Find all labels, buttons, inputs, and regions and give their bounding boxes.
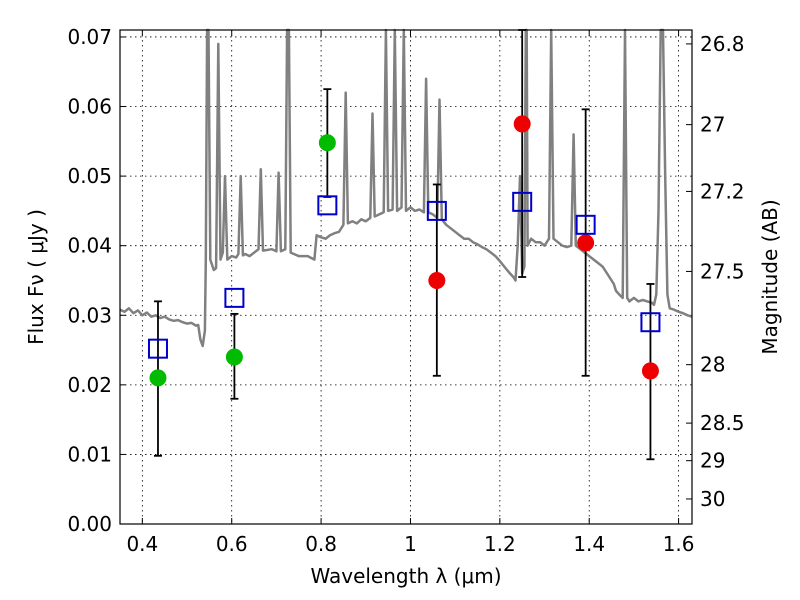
model-square bbox=[640, 312, 661, 333]
spectrum-layer bbox=[119, 28, 693, 348]
model-square bbox=[426, 200, 447, 221]
axis-ticks bbox=[120, 30, 692, 525]
y-tick-label: 0.07 bbox=[67, 25, 112, 49]
plot-frame bbox=[119, 29, 693, 525]
y-tick-label: 0.00 bbox=[67, 512, 112, 536]
observed-point bbox=[641, 362, 659, 380]
data-points bbox=[147, 115, 661, 387]
y-tick-label: 0.05 bbox=[67, 164, 112, 188]
y-axis-title: Flux Fν ( μJy ) bbox=[24, 209, 48, 345]
model-square bbox=[512, 191, 533, 212]
y-tick-label: 0.06 bbox=[67, 95, 112, 119]
model-square bbox=[224, 287, 245, 308]
right-tick-label: 27.5 bbox=[700, 259, 745, 283]
right-tick-label: 26.8 bbox=[700, 32, 745, 56]
observed-point bbox=[149, 369, 167, 387]
observed-point bbox=[225, 348, 243, 366]
right-tick-label: 28 bbox=[700, 353, 725, 377]
x-tick-label: 0.8 bbox=[305, 532, 337, 556]
right-tick-label: 27 bbox=[700, 113, 725, 137]
x-tick-label: 1 bbox=[404, 532, 417, 556]
x-tick-labels: 0.4 0.6 0.8 1 1.2 1.4 1.6 bbox=[126, 532, 694, 556]
y-tick-label: 0.04 bbox=[67, 234, 112, 258]
right-tick-label: 27.2 bbox=[700, 179, 745, 203]
right-tick-label: 30 bbox=[700, 487, 725, 511]
x-tick-label: 1.2 bbox=[484, 532, 516, 556]
model-square bbox=[575, 214, 596, 235]
y-tick-label: 0.02 bbox=[67, 373, 112, 397]
right-tick-label: 28.5 bbox=[700, 411, 745, 435]
right-tick-labels: 26.8 27 27.2 27.5 28 28.5 29 30 bbox=[700, 32, 745, 511]
observed-point bbox=[428, 271, 446, 289]
model-square bbox=[317, 195, 338, 216]
right-tick-label: 29 bbox=[700, 449, 725, 473]
x-tick-label: 1.4 bbox=[573, 532, 605, 556]
observed-point bbox=[513, 115, 531, 133]
observed-point bbox=[318, 134, 336, 152]
observed-point bbox=[577, 234, 595, 252]
y-tick-label: 0.01 bbox=[67, 442, 112, 466]
right-axis-title: Magnitude (AB) bbox=[758, 199, 782, 354]
x-tick-label: 1.6 bbox=[663, 532, 695, 556]
x-axis-title: Wavelength λ (μm) bbox=[310, 564, 501, 588]
x-tick-label: 0.4 bbox=[126, 532, 158, 556]
x-tick-label: 0.6 bbox=[216, 532, 248, 556]
y-tick-labels: 0.00 0.01 0.02 0.03 0.04 0.05 0.06 0.07 bbox=[67, 25, 112, 536]
spectrum-line bbox=[119, 28, 693, 348]
model-square bbox=[147, 338, 168, 359]
y-tick-label: 0.03 bbox=[67, 303, 112, 327]
